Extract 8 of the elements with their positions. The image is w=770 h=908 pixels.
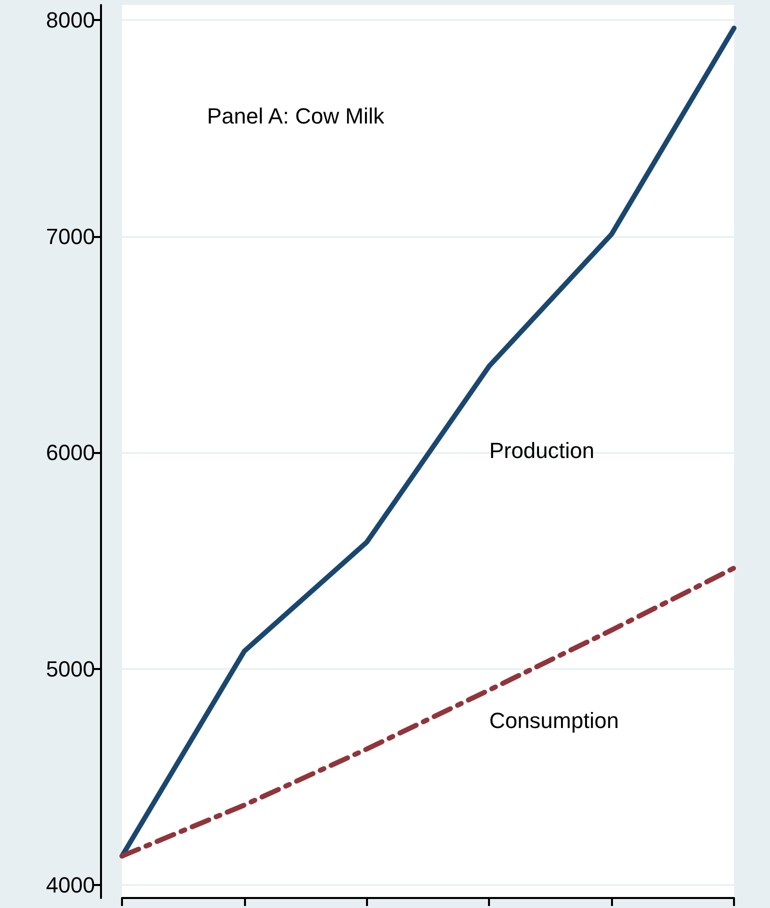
y-tick-label: 8000 bbox=[46, 8, 95, 33]
series-label: Production bbox=[489, 438, 594, 464]
text: Panel A: Cow Milk bbox=[207, 104, 386, 128]
y-tick-label: 5000 bbox=[46, 656, 95, 682]
y-tick-label: 7000 bbox=[46, 224, 95, 249]
y-tick-label: 6000 bbox=[46, 440, 95, 466]
series-label: Consumption bbox=[489, 708, 619, 733]
y-tick-label: 4000 bbox=[46, 872, 95, 898]
